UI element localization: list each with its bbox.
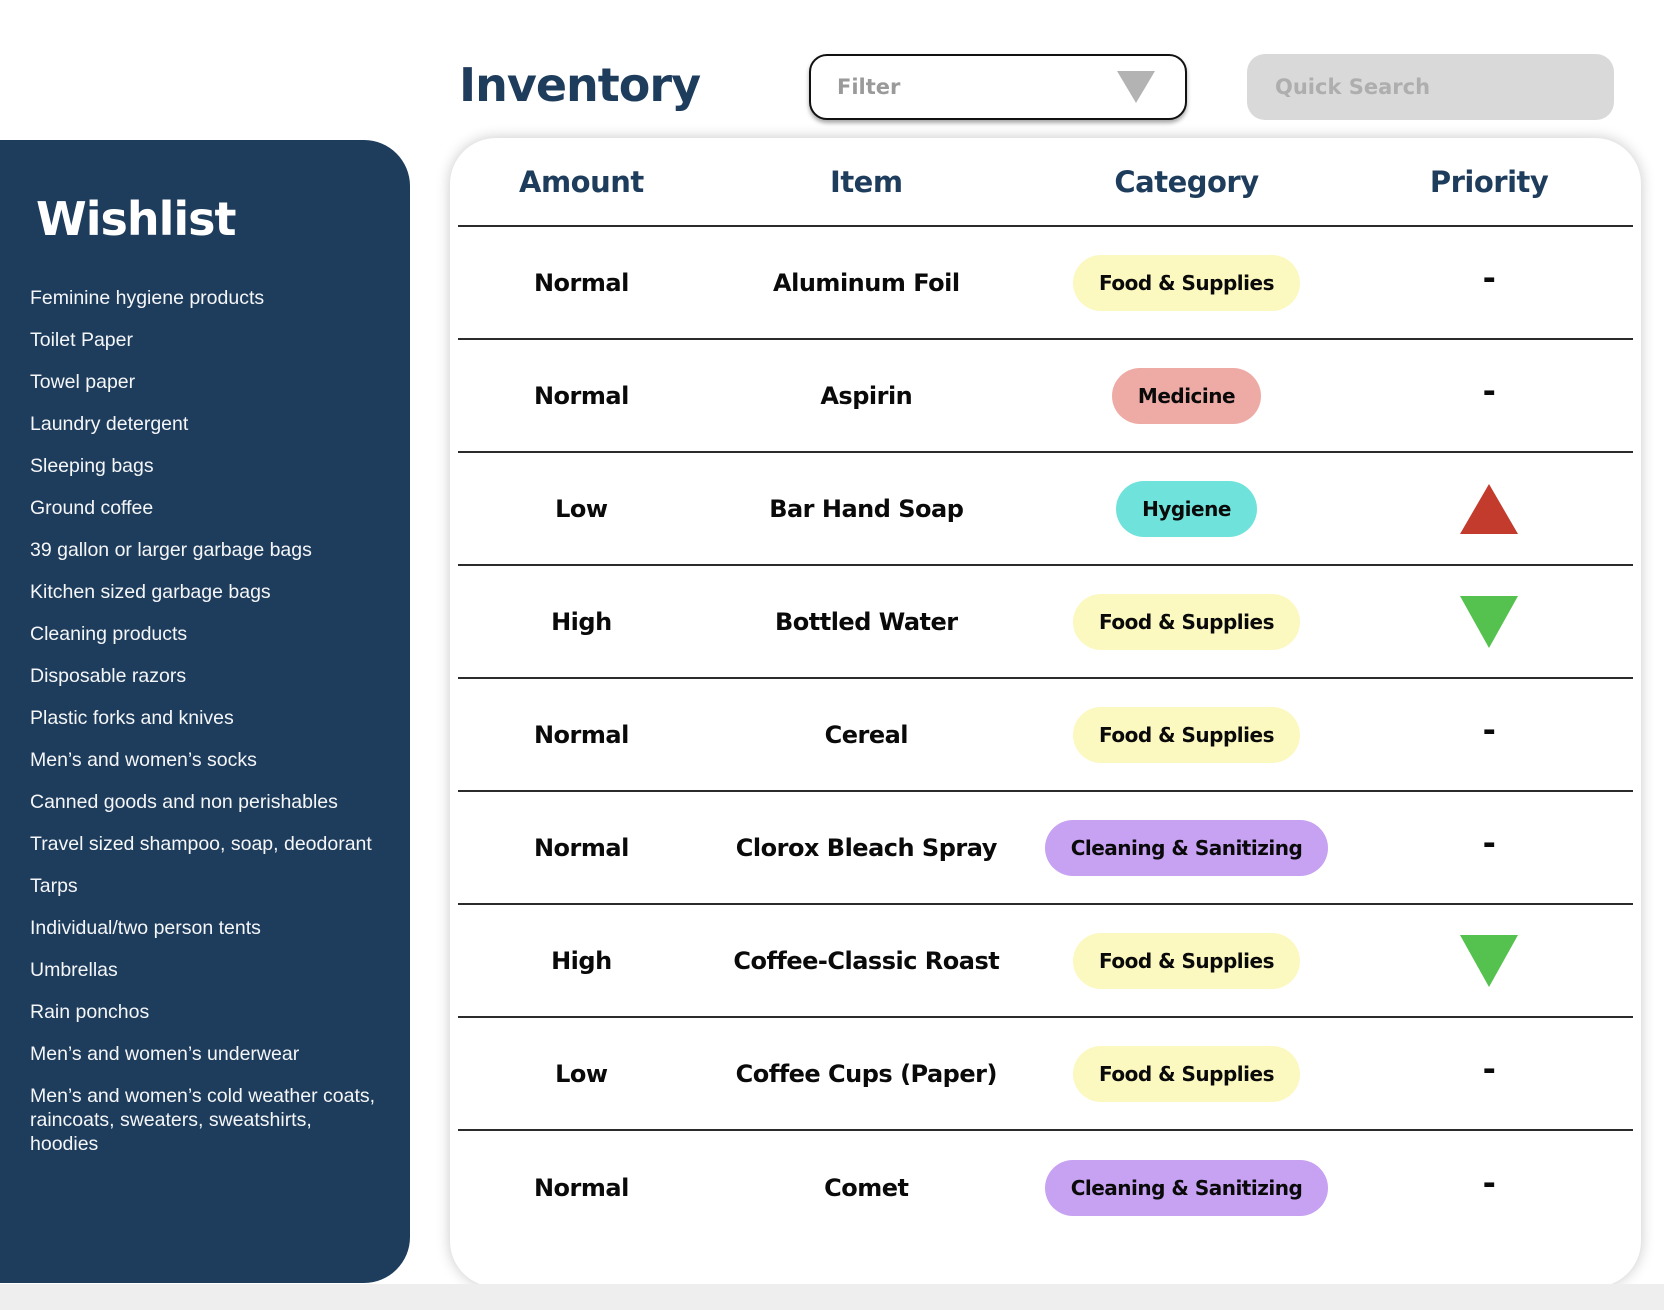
amount-cell: Normal (533, 833, 629, 862)
wishlist-item: Cleaning products (30, 623, 188, 645)
priority-none-dash: - (1482, 258, 1496, 297)
wishlist-item: Disposable razors (30, 665, 187, 687)
wishlist-item: Feminine hygiene products (30, 287, 265, 309)
category-badge: Medicine (1111, 367, 1262, 424)
priority-cell: - (1345, 262, 1633, 294)
category-badge: Food & Supplies (1073, 706, 1300, 763)
category-badge: Hygiene (1116, 480, 1257, 537)
table-row: Normal Aspirin Medicine - (458, 340, 1633, 453)
priority-none-dash: - (1482, 823, 1496, 862)
wishlist-item: Canned goods and non perishables (30, 791, 338, 813)
column-header-category: Category (1114, 164, 1259, 199)
priority-none-dash: - (1482, 710, 1496, 749)
item-cell: Comet (824, 1173, 909, 1202)
table-row: High Bottled Water Food & Supplies (458, 566, 1633, 679)
column-header-amount: Amount (519, 164, 644, 199)
wishlist-item: Laundry detergent (30, 413, 189, 435)
priority-cell: - (1345, 375, 1633, 407)
search-input[interactable] (1247, 54, 1614, 120)
category-badge: Cleaning & Sanitizing (1044, 1159, 1329, 1216)
wishlist-item: Individual/two person tents (30, 917, 261, 939)
chevron-down-icon (1117, 71, 1155, 103)
category-badge: Food & Supplies (1073, 254, 1300, 311)
table-body: Normal Aluminum Foil Food & Supplies - N… (458, 227, 1633, 1244)
category-cell: Cleaning & Sanitizing (1028, 819, 1345, 876)
table-row: High Coffee-Classic Roast Food & Supplie… (458, 905, 1633, 1018)
table-row: Low Bar Hand Soap Hygiene (458, 453, 1633, 566)
amount-cell: Low (555, 494, 608, 523)
wishlist-item: Plastic forks and knives (30, 707, 234, 729)
wishlist-item: Umbrellas (30, 959, 118, 981)
category-cell: Food & Supplies (1028, 706, 1345, 763)
priority-down-icon (1460, 934, 1519, 987)
table-row: Normal Clorox Bleach Spray Cleaning & Sa… (458, 792, 1633, 905)
category-badge: Food & Supplies (1073, 1045, 1300, 1102)
amount-cell: Normal (533, 381, 629, 410)
category-cell: Food & Supplies (1028, 593, 1345, 650)
item-cell: Cereal (824, 720, 909, 749)
wishlist-item: Toilet Paper (30, 329, 133, 351)
amount-cell: Low (555, 1059, 608, 1088)
priority-up-icon (1460, 483, 1519, 534)
wishlist-title: Wishlist (36, 192, 237, 246)
column-header-priority: Priority (1429, 164, 1549, 199)
column-header-item: Item (830, 164, 903, 199)
category-badge: Cleaning & Sanitizing (1044, 819, 1329, 876)
wishlist-item: Towel paper (30, 371, 136, 393)
priority-none-dash: - (1482, 1049, 1496, 1088)
category-badge: Food & Supplies (1073, 932, 1300, 989)
amount-cell: Normal (533, 268, 629, 297)
item-cell: Bottled Water (774, 607, 958, 636)
table-row: Normal Comet Cleaning & Sanitizing - (458, 1131, 1633, 1244)
priority-cell: - (1345, 1167, 1633, 1199)
wishlist-item: Sleeping bags (30, 455, 154, 477)
item-cell: Aspirin (820, 381, 913, 410)
wishlist-list: Feminine hygiene products Toilet Paper Tow… (30, 286, 380, 1156)
category-cell: Medicine (1028, 367, 1345, 424)
wishlist-item: Tarps (30, 875, 78, 897)
item-cell: Bar Hand Soap (769, 494, 964, 523)
category-cell: Food & Supplies (1028, 254, 1345, 311)
page-title: Inventory (459, 58, 701, 112)
amount-cell: Normal (533, 1173, 629, 1202)
priority-none-dash: - (1482, 1163, 1496, 1202)
category-badge: Food & Supplies (1073, 593, 1300, 650)
priority-cell: - (1345, 1053, 1633, 1085)
wishlist-item: Men’s and women’s socks (30, 749, 257, 771)
amount-cell: Normal (533, 720, 629, 749)
amount-cell: High (551, 946, 612, 975)
priority-cell (1345, 595, 1633, 648)
filter-dropdown[interactable]: Filter (809, 54, 1187, 120)
item-cell: Coffee Cups (Paper) (735, 1059, 998, 1088)
wishlist-item: Kitchen sized garbage bags (30, 581, 271, 603)
category-cell: Food & Supplies (1028, 1045, 1345, 1102)
wishlist-item: Rain ponchos (30, 1001, 150, 1023)
category-cell: Cleaning & Sanitizing (1028, 1159, 1345, 1216)
priority-down-icon (1460, 595, 1519, 648)
page-bottom-strip (0, 1284, 1664, 1310)
category-cell: Hygiene (1028, 480, 1345, 537)
wishlist-item: Travel sized shampoo, soap, deodorant (30, 833, 372, 855)
priority-cell (1345, 483, 1633, 534)
item-cell: Coffee-Classic Roast (733, 946, 1000, 975)
category-cell: Food & Supplies (1028, 932, 1345, 989)
wishlist-item: Men’s and women’s cold weather coats, ra… (30, 1085, 376, 1155)
table-row: Normal Cereal Food & Supplies - (458, 679, 1633, 792)
table-row: Normal Aluminum Foil Food & Supplies - (458, 227, 1633, 340)
table-row: Low Coffee Cups (Paper) Food & Supplies … (458, 1018, 1633, 1131)
inventory-card: Amount Item Category Priority Normal Alu… (450, 138, 1641, 1287)
item-cell: Aluminum Foil (773, 268, 960, 297)
priority-cell: - (1345, 827, 1633, 859)
amount-cell: High (551, 607, 612, 636)
item-cell: Clorox Bleach Spray (735, 833, 998, 862)
priority-none-dash: - (1482, 371, 1496, 410)
priority-cell: - (1345, 714, 1633, 746)
wishlist-sidebar: Wishlist Feminine hygiene products Toilet… (0, 140, 410, 1283)
wishlist-item: Men’s and women’s underwear (30, 1043, 300, 1065)
wishlist-item: Ground coffee (30, 497, 154, 519)
filter-label: Filter (837, 75, 901, 99)
priority-cell (1345, 934, 1633, 987)
table-header-row: Amount Item Category Priority (458, 138, 1633, 227)
wishlist-item: 39 gallon or larger garbage bags (30, 539, 312, 561)
